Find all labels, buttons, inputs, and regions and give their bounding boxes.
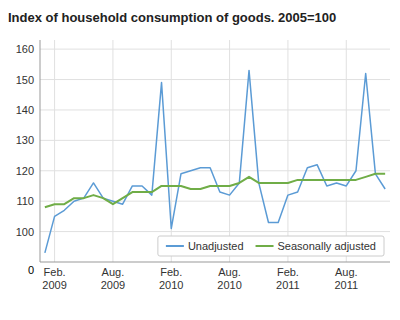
- grid-line-x: [112, 40, 113, 262]
- x-tick-label: Feb.2010: [159, 266, 183, 291]
- grid-line-x: [346, 40, 347, 262]
- x-tick-label: Feb.2009: [42, 266, 66, 291]
- title: Index of household consumption of goods.…: [8, 10, 336, 25]
- chart: Index of household consumption of goods.…: [0, 0, 400, 320]
- x-tick-label: Aug.2011: [334, 266, 358, 291]
- legend-label: Unadjusted: [188, 240, 244, 252]
- y-tick-label: 100: [16, 226, 34, 238]
- legend-box: [158, 236, 384, 256]
- grid-line-y: [40, 140, 390, 141]
- series-group: [45, 70, 385, 252]
- y-axis-line: [40, 40, 41, 262]
- legend: Unadjusted Seasonally adjusted: [158, 236, 384, 256]
- x-tick-label: Aug.2009: [101, 266, 125, 291]
- grid-line-x: [287, 40, 288, 262]
- grid-line-y: [40, 109, 390, 110]
- series-line: [45, 174, 385, 207]
- x-tick-label: Feb.2011: [276, 266, 300, 291]
- series-line: [45, 70, 385, 252]
- grid-line-x: [54, 40, 55, 262]
- y-tick-label: 130: [16, 134, 34, 146]
- y-tick-label: 140: [16, 104, 34, 116]
- x-axis-line: [40, 262, 390, 263]
- legend-swatch: [166, 245, 184, 247]
- x-tick-label: Aug.2010: [217, 266, 241, 291]
- annotation: 0: [28, 264, 34, 276]
- grid-line-y: [40, 201, 390, 202]
- legend-label: Seasonally adjusted: [278, 240, 376, 252]
- y-tick-label: 150: [16, 74, 34, 86]
- grid-line-y: [40, 170, 390, 171]
- grid-line-y: [40, 49, 390, 50]
- y-tick-label: 120: [16, 165, 34, 177]
- grid-line-y: [40, 231, 390, 232]
- grid: [40, 40, 390, 262]
- grid-line-x: [229, 40, 230, 262]
- y-tick-label: 110: [16, 195, 34, 207]
- legend-swatch: [256, 245, 274, 247]
- y-tick-label: 160: [16, 43, 34, 55]
- grid-line-y: [40, 79, 390, 80]
